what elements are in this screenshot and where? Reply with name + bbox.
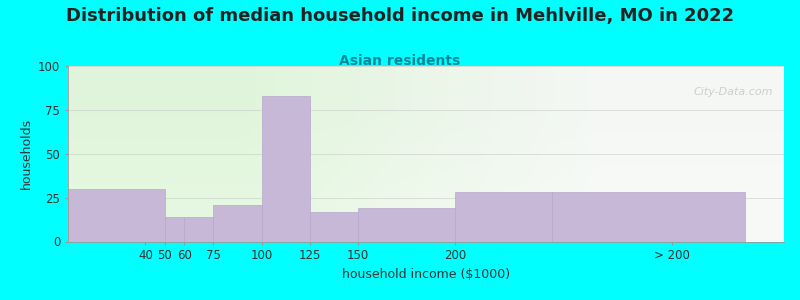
- Y-axis label: households: households: [19, 118, 33, 189]
- Bar: [184, 217, 213, 242]
- Bar: [310, 212, 358, 242]
- Bar: [262, 96, 310, 242]
- Bar: [213, 205, 262, 242]
- Bar: [552, 192, 746, 242]
- Bar: [165, 217, 184, 242]
- Text: City-Data.com: City-Data.com: [694, 87, 774, 97]
- X-axis label: household income ($1000): household income ($1000): [342, 268, 510, 281]
- Bar: [455, 192, 552, 242]
- Bar: [68, 189, 165, 242]
- Text: Distribution of median household income in Mehlville, MO in 2022: Distribution of median household income …: [66, 8, 734, 26]
- Bar: [358, 208, 455, 242]
- Text: Asian residents: Asian residents: [339, 54, 461, 68]
